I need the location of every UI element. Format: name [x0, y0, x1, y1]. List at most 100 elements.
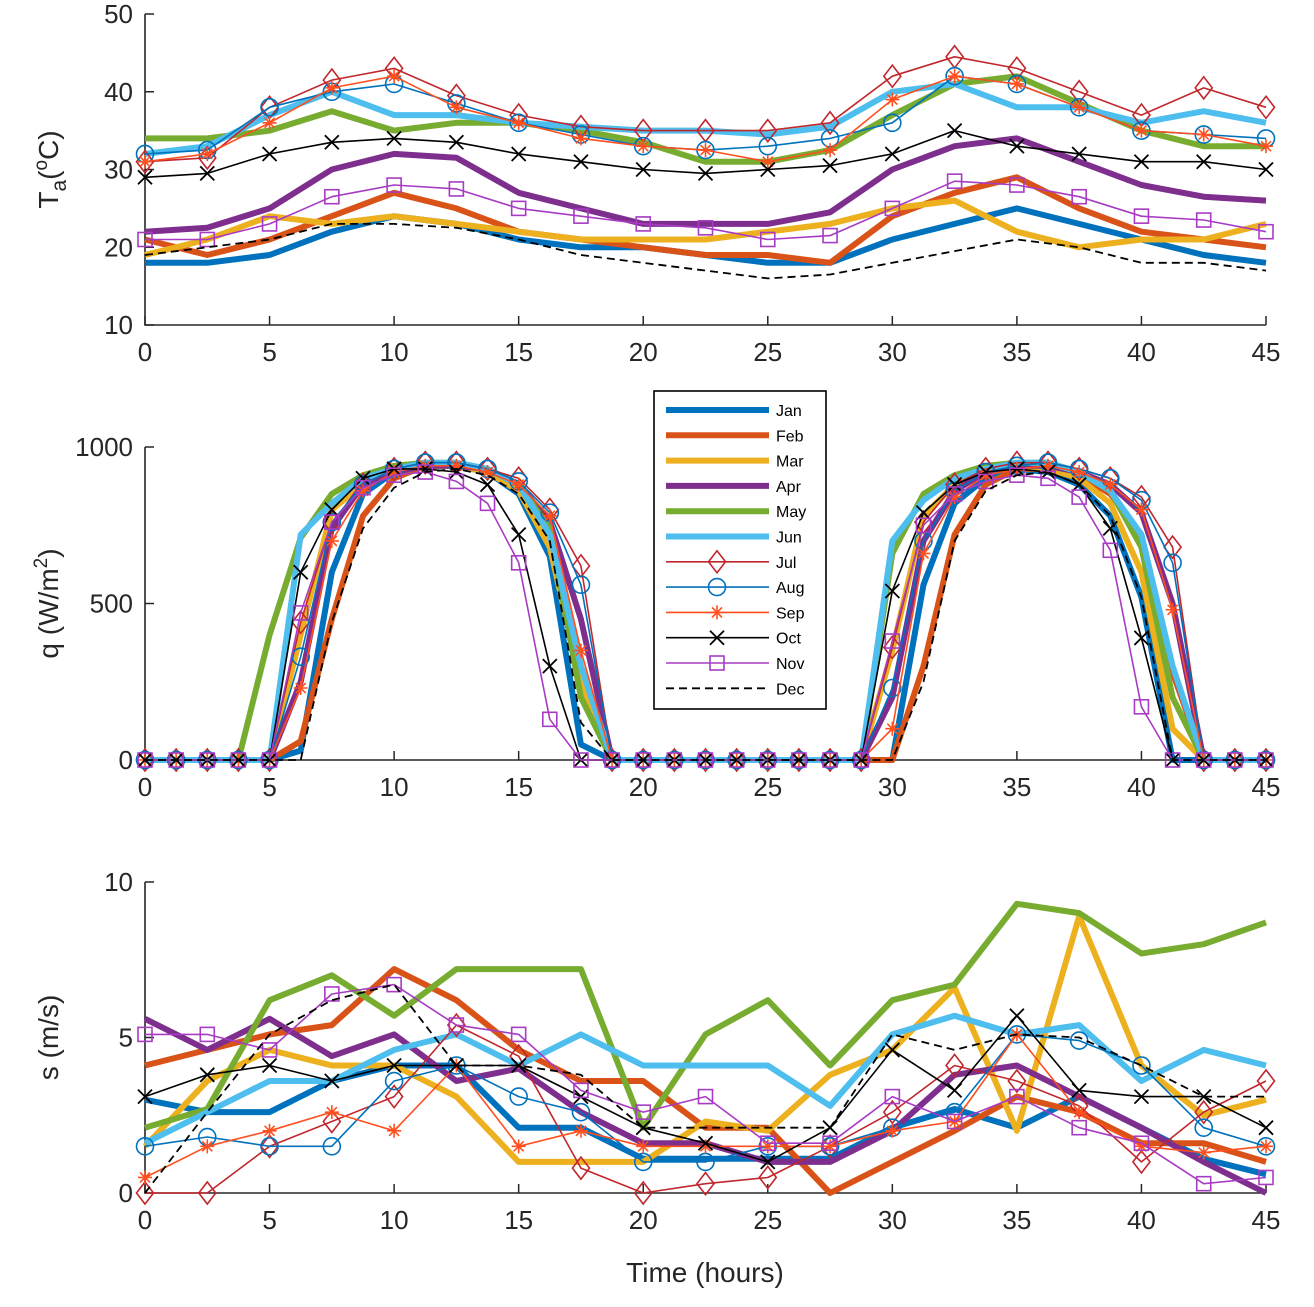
- data-point-nov: [261, 1042, 278, 1058]
- series-line-dec: [144, 222, 1267, 280]
- data-point-oct: [199, 1067, 215, 1083]
- data-point-nov: [884, 1088, 901, 1105]
- data-point-sep: [387, 1123, 402, 1138]
- y-axis-label-superscript: 2: [31, 558, 52, 569]
- data-point-oct: [542, 658, 558, 674]
- data-point-sep: [200, 1139, 215, 1154]
- data-point-sep: [324, 533, 339, 548]
- data-point-oct: [635, 161, 651, 178]
- x-tick-label: 40: [1127, 1205, 1156, 1235]
- data-point-sep: [1259, 139, 1273, 154]
- data-point-nov: [324, 188, 340, 205]
- data-point-oct: [1009, 1008, 1025, 1024]
- series-line-dec: [144, 983, 1266, 1194]
- data-point-sep: [1009, 76, 1024, 91]
- data-point-nov: [137, 231, 153, 248]
- data-point-oct: [324, 1073, 340, 1089]
- x-tick-label: 25: [753, 772, 782, 802]
- data-point-jul: [1131, 1149, 1151, 1175]
- x-tick-label: 30: [878, 1205, 907, 1235]
- x-tick-label: 0: [138, 772, 152, 802]
- data-point-oct: [884, 583, 900, 599]
- data-point-oct: [1196, 154, 1212, 170]
- x-tick-label: 5: [262, 772, 276, 802]
- data-point-jul: [820, 110, 840, 136]
- data-point-jul: [509, 1043, 529, 1069]
- legend-label-dec: Dec: [776, 681, 804, 698]
- data-point-nov: [1009, 177, 1025, 193]
- data-point-nov: [697, 752, 714, 768]
- data-point-jul: [820, 747, 840, 773]
- x-tick-label: 10: [380, 337, 409, 367]
- x-tick-label: 25: [753, 1205, 782, 1235]
- data-point-nov: [324, 986, 340, 1002]
- data-point-jul: [851, 747, 871, 773]
- x-tick-label: 10: [380, 1205, 409, 1235]
- data-point-nov: [479, 495, 496, 512]
- data-point-jul: [758, 747, 778, 773]
- y-tick-label: 500: [90, 589, 133, 619]
- data-point-jul: [1256, 747, 1276, 773]
- y-tick-label: 40: [104, 77, 133, 107]
- data-point-nov: [168, 752, 184, 768]
- data-point-aug: [260, 98, 279, 117]
- data-point-jul: [135, 747, 155, 773]
- data-point-nov: [199, 1026, 216, 1043]
- legend-marker-sep: [710, 605, 724, 620]
- legend-marker-jul: [707, 549, 727, 575]
- data-point-sep: [138, 154, 152, 169]
- data-point-aug: [758, 136, 778, 156]
- legend-label-jul: Jul: [776, 555, 796, 572]
- x-tick-label: 40: [1127, 337, 1156, 367]
- data-point-jul: [135, 149, 155, 175]
- data-point-nov: [386, 177, 402, 193]
- data-point-jul: [1194, 1099, 1214, 1125]
- data-point-nov: [1009, 1088, 1025, 1105]
- data-point-oct: [137, 1088, 153, 1105]
- panel-temperature: 0 5 10 15 20 25 30 35 40 45 10 20 30 40 50 Ta(oC): [31, 0, 1280, 367]
- data-point-sep: [916, 546, 931, 561]
- x-tick-label: 30: [878, 337, 907, 367]
- series-line-dec: [145, 467, 1266, 761]
- data-point-aug: [1132, 1056, 1151, 1075]
- data-point-jul: [322, 1109, 342, 1134]
- data-point-sep: [636, 139, 651, 154]
- data-point-oct: [261, 146, 278, 162]
- data-point-aug: [1194, 1118, 1214, 1137]
- series-line-jul: [144, 55, 1267, 163]
- data-point-nov: [1164, 752, 1181, 768]
- data-point-sep: [355, 483, 370, 498]
- data-point-nov: [199, 231, 216, 248]
- data-point-oct: [199, 165, 215, 182]
- data-point-nov: [386, 976, 402, 993]
- x-tick-label: 45: [1252, 772, 1281, 802]
- data-point-oct: [448, 134, 465, 150]
- data-point-oct: [448, 464, 465, 480]
- data-point-nov: [1009, 467, 1025, 483]
- data-point-aug: [509, 113, 528, 133]
- x-tick-label: 15: [504, 772, 533, 802]
- data-point-nov: [386, 467, 402, 483]
- data-point-nov: [230, 752, 247, 768]
- y-tick-label: 0: [119, 745, 133, 775]
- data-point-nov: [261, 216, 278, 232]
- data-point-sep: [885, 92, 900, 107]
- legend-marker-aug: [707, 577, 727, 597]
- x-tick-label: 0: [138, 337, 152, 367]
- data-point-jul: [945, 1053, 965, 1078]
- y-tick-label: 50: [104, 0, 133, 29]
- x-tick-label: 15: [504, 337, 533, 367]
- legend: Jan Feb Mar Apr May Jun Jul Aug Sep Oct Nov Dec: [653, 390, 827, 710]
- data-point-oct: [1258, 161, 1274, 178]
- data-point-sep: [698, 143, 713, 158]
- data-point-oct: [697, 1135, 714, 1151]
- data-point-aug: [1007, 74, 1027, 94]
- data-point-oct: [760, 1154, 776, 1170]
- data-point-jul: [1225, 747, 1245, 773]
- series-line-aug: [144, 1033, 1267, 1163]
- x-tick-label: 10: [380, 772, 409, 802]
- data-point-jul: [602, 747, 622, 773]
- x-tick-label: 20: [629, 772, 658, 802]
- data-point-sep: [1134, 502, 1149, 517]
- data-point-oct: [760, 161, 776, 178]
